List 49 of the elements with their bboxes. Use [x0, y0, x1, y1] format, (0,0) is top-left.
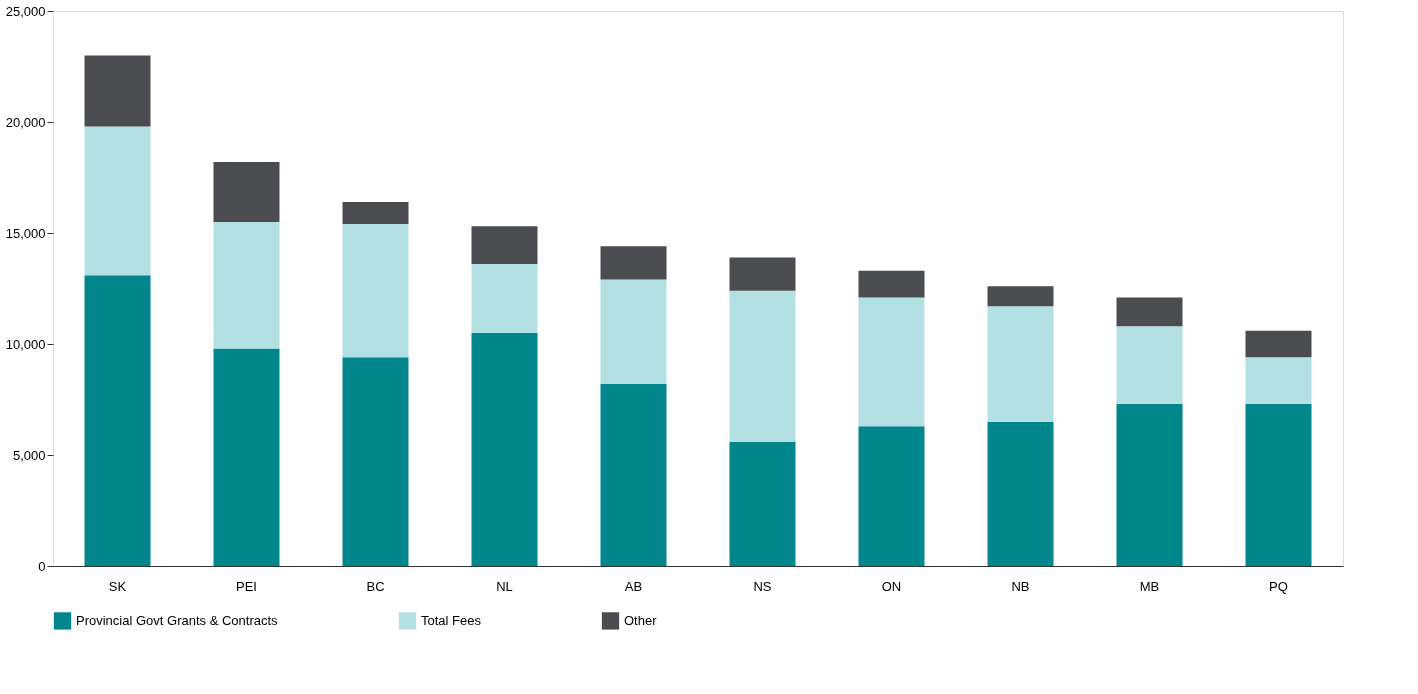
bar	[600, 383, 667, 566]
x-tick-label: SK	[108, 578, 127, 594]
bar	[1245, 330, 1312, 358]
x-tick-label: PQ	[1269, 578, 1288, 594]
bar	[729, 441, 796, 566]
y-tick-label: 10,000	[5, 336, 46, 352]
bar	[987, 421, 1054, 566]
bar	[213, 348, 280, 566]
x-tick-label: PEI	[236, 578, 257, 594]
bar	[600, 246, 667, 280]
bar	[342, 357, 409, 566]
bar	[987, 306, 1054, 422]
y-tick-label: 0	[38, 558, 46, 574]
bar	[213, 161, 280, 222]
bar	[471, 332, 538, 566]
bar	[1116, 297, 1183, 327]
y-tick-label: 25,000	[5, 3, 46, 19]
bar	[600, 279, 667, 384]
bar	[84, 275, 151, 566]
bar	[471, 264, 538, 333]
x-tick-label: AB	[624, 578, 643, 594]
bar	[1116, 403, 1183, 566]
bar	[858, 426, 925, 566]
bar	[858, 297, 925, 427]
legend-label: Provincial Govt Grants & Contracts	[76, 612, 279, 628]
x-tick-label: NB	[1011, 578, 1030, 594]
bar	[987, 286, 1054, 307]
y-tick-label: 20,000	[5, 114, 46, 130]
x-tick-label: NL	[496, 578, 513, 594]
y-tick-label: 15,000	[5, 225, 46, 241]
bar	[729, 290, 796, 442]
legend-label: Total Fees	[421, 612, 482, 628]
bar	[1245, 357, 1312, 404]
bar	[1116, 326, 1183, 404]
legend-label: Other	[624, 612, 658, 628]
x-tick-label: NS	[753, 578, 772, 594]
x-tick-label: BC	[366, 578, 385, 594]
bar	[342, 224, 409, 358]
bar	[84, 126, 151, 276]
bar	[213, 221, 280, 349]
bar	[858, 270, 925, 298]
bar	[1245, 403, 1312, 566]
bar	[729, 257, 796, 291]
x-tick-label: MB	[1139, 578, 1160, 594]
bar	[84, 55, 151, 127]
bar	[471, 226, 538, 265]
y-tick-label: 5,000	[12, 447, 46, 463]
bar	[342, 201, 409, 225]
x-tick-label: ON	[881, 578, 902, 594]
